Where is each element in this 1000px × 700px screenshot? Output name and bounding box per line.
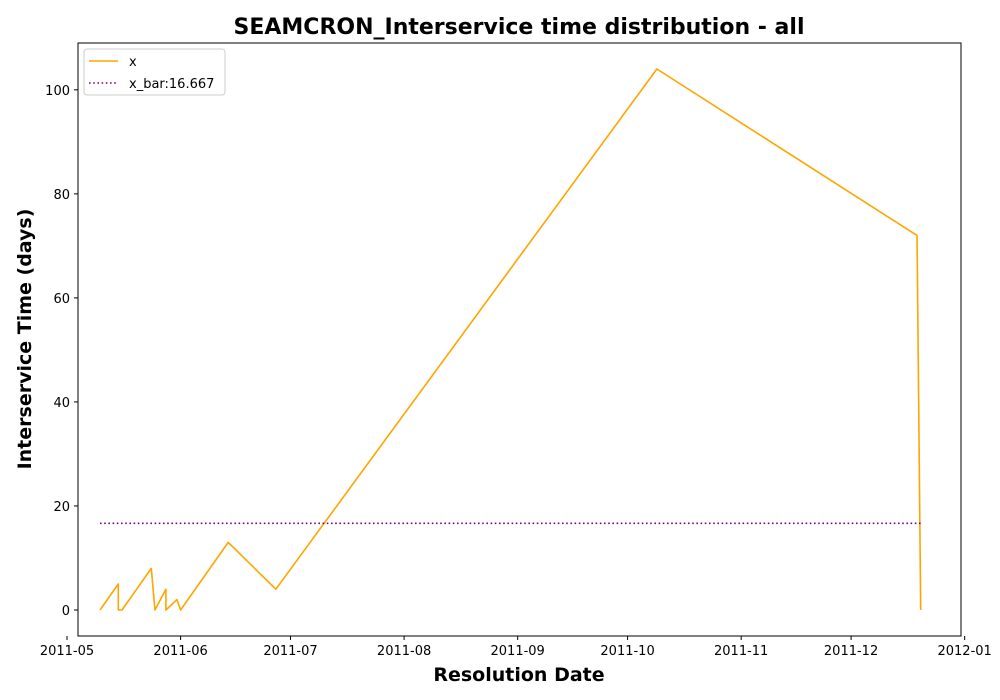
legend-label: x_bar:16.667 <box>129 77 214 92</box>
y-tick-label: 20 <box>53 500 70 515</box>
legend: x x_bar:16.667 <box>83 48 226 96</box>
x-tick-label: 2011-09 <box>491 644 545 659</box>
x-tick-label: 2011-07 <box>263 644 317 659</box>
y-tick-label: 0 <box>62 604 70 619</box>
legend-box <box>83 48 226 96</box>
y-tick-label: 100 <box>45 84 70 99</box>
x-tick-label: 2011-06 <box>153 644 207 659</box>
series-layer <box>99 68 922 611</box>
x-tick-label: 2011-12 <box>824 644 878 659</box>
chart-title: SEAMCRON_Interservice time distribution … <box>234 15 805 40</box>
y-tick-label: 40 <box>53 396 70 411</box>
x-tick-label: 2012-01 <box>937 644 991 659</box>
x-tick-label: 2011-05 <box>40 644 94 659</box>
y-tick-label: 60 <box>53 292 70 307</box>
x-tick-label: 2011-10 <box>600 644 654 659</box>
x-axis: 2011-05 2011-06 2011-07 2011-08 2011-09 2011-… <box>40 636 992 659</box>
legend-label: x <box>129 55 137 70</box>
series-line-x <box>99 68 922 611</box>
plot-area <box>77 42 962 637</box>
x-tick-label: 2011-08 <box>377 644 431 659</box>
y-axis-label: Interservice Time (days) <box>14 209 36 470</box>
plot-frame <box>77 42 962 637</box>
y-axis: 0 20 40 60 80 100 <box>45 84 78 619</box>
x-tick-label: 2011-11 <box>714 644 768 659</box>
y-tick-label: 80 <box>53 188 70 203</box>
x-axis-label: Resolution Date <box>433 664 604 686</box>
